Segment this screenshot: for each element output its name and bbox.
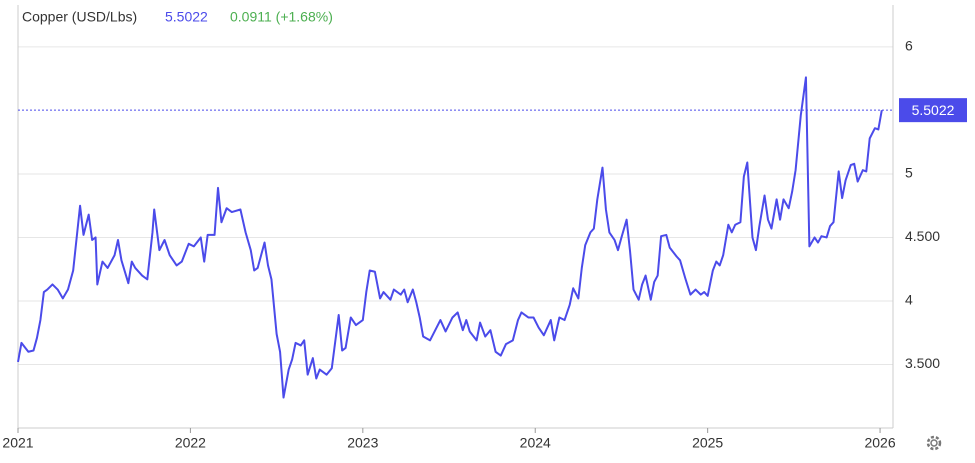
y-tick-label: 6 (905, 38, 913, 54)
gear-center (930, 439, 938, 447)
gear-teeth (926, 435, 942, 451)
x-tick-label: 2026 (864, 435, 895, 451)
x-tick-label: 2021 (2, 435, 33, 451)
y-tick-label: 5 (905, 165, 913, 181)
x-tick-label: 2023 (347, 435, 378, 451)
y-tick-label: 4 (905, 292, 913, 308)
x-tick-label: 2025 (692, 435, 723, 451)
price-line (17, 76, 883, 399)
y-tick-label: 4.500 (905, 228, 940, 244)
y-tick-label: 3.500 (905, 355, 940, 371)
settings-icon[interactable] (926, 435, 942, 451)
price-change: 0.0911 (+1.68%) (230, 9, 333, 25)
x-tick-label: 2022 (175, 435, 206, 451)
x-tick-label: 2024 (520, 435, 551, 451)
last-price: 5.5022 (165, 9, 208, 25)
last-price-label: 5.5022 (912, 102, 955, 118)
instrument-name: Copper (USD/Lbs) (22, 9, 137, 25)
last-price-badge (899, 98, 967, 123)
